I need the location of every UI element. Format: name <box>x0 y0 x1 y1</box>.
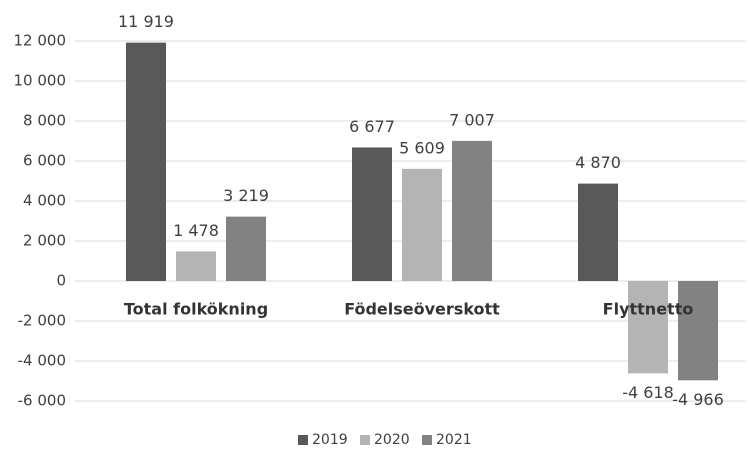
legend-label: 2020 <box>374 432 410 448</box>
category-label: Flyttnetto <box>603 300 694 319</box>
data-label: 3 219 <box>223 186 269 205</box>
bar <box>678 281 718 381</box>
y-tick-label: -6 000 <box>18 392 66 410</box>
legend-label: 2019 <box>312 432 348 448</box>
bar <box>176 251 216 281</box>
legend-swatch <box>298 435 308 445</box>
legend-label: 2021 <box>436 432 472 448</box>
y-tick-label: 6 000 <box>23 152 66 170</box>
bar <box>226 216 266 281</box>
data-label: 7 007 <box>449 110 495 129</box>
bar <box>578 183 618 281</box>
data-label: -4 966 <box>672 390 724 409</box>
bar <box>126 42 166 282</box>
data-label: 1 478 <box>173 221 219 240</box>
legend-swatch <box>422 435 432 445</box>
data-label: 5 609 <box>399 138 445 157</box>
y-tick-label: 12 000 <box>14 32 67 50</box>
y-tick-label: -4 000 <box>18 352 66 370</box>
category-label: Total folkökning <box>124 300 268 319</box>
data-label: 4 870 <box>575 153 621 172</box>
y-tick-label: 0 <box>56 272 66 290</box>
y-tick-label: 8 000 <box>23 112 66 130</box>
bar <box>352 147 392 281</box>
bar <box>402 168 442 281</box>
bar <box>452 140 492 281</box>
data-label: 6 677 <box>349 117 395 136</box>
data-label: -4 618 <box>622 383 674 402</box>
y-tick-label: 4 000 <box>23 192 66 210</box>
y-tick-label: 2 000 <box>23 232 66 250</box>
data-label: 11 919 <box>118 12 174 31</box>
y-tick-label: 10 000 <box>14 72 67 90</box>
y-tick-label: -2 000 <box>18 312 66 330</box>
legend-swatch <box>360 435 370 445</box>
category-label: Födelseöverskott <box>344 300 500 319</box>
bar <box>628 281 668 374</box>
